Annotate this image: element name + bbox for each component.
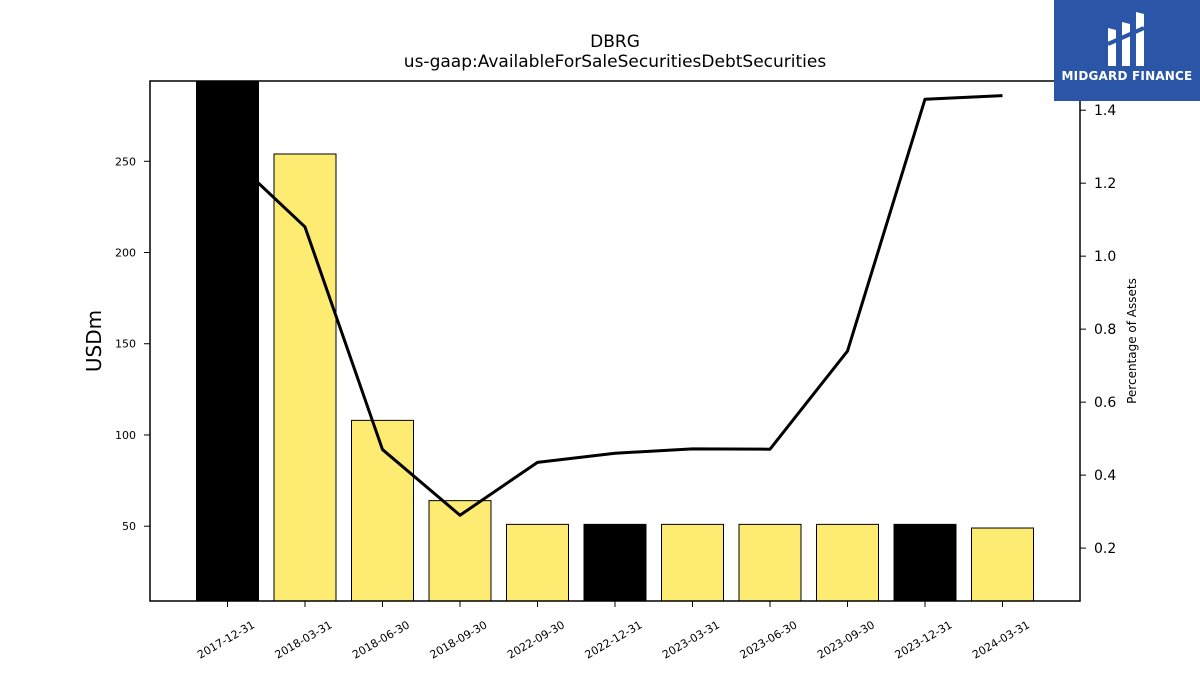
bar — [971, 527, 1034, 602]
y-tick-label: 200 — [115, 247, 136, 260]
y2-tick-label: 0.8 — [1094, 322, 1116, 338]
x-tick-label: 2024-03-31 — [970, 618, 1032, 661]
x-tick-label: 2022-12-31 — [583, 618, 645, 661]
midgard-finance-logo: MIDGARD FINANCE — [1054, 0, 1200, 101]
chart-subtitle: us-gaap:AvailableForSaleSecuritiesDebtSe… — [403, 52, 827, 72]
x-tick-label: 2023-09-30 — [815, 618, 877, 661]
bar — [273, 153, 337, 602]
y2-tick-label: 0.4 — [1094, 468, 1116, 484]
chart-title: DBRG — [590, 32, 640, 52]
y2-tick-label: 0.2 — [1094, 541, 1116, 557]
y-tick-label: 250 — [115, 155, 136, 168]
bar — [661, 523, 724, 602]
bar — [196, 80, 259, 602]
bar — [428, 500, 492, 602]
x-tick-label: 2022-09-30 — [505, 618, 567, 661]
y-tick-label: 150 — [115, 338, 136, 351]
bar — [583, 523, 647, 602]
logo-text: MIDGARD FINANCE — [1061, 69, 1193, 83]
x-tick-label: 2018-06-30 — [350, 618, 412, 661]
y2-axis-label: Percentage of Assets — [1125, 278, 1139, 404]
y-tick-label: 100 — [115, 429, 136, 442]
x-tick-label: 2018-09-30 — [428, 618, 490, 661]
y2-tick-label: 0.6 — [1094, 395, 1116, 411]
series-line-percentage — [226, 94, 1003, 517]
x-tick-label: 2017-12-31 — [195, 618, 257, 661]
bar — [816, 523, 879, 602]
x-tick-label: 2023-06-30 — [738, 618, 800, 661]
y2-tick-label: 1.2 — [1094, 176, 1116, 192]
y-tick-label: 50 — [122, 520, 136, 533]
bar — [738, 523, 802, 602]
bar — [506, 523, 569, 602]
x-tick-label: 2023-12-31 — [893, 618, 955, 661]
bar — [893, 523, 957, 602]
x-tick-label: 2018-03-31 — [273, 618, 335, 661]
x-tick-label: 2023-03-31 — [660, 618, 722, 661]
midgard-logo-icon — [1107, 12, 1145, 66]
y-axis-label: USDm — [82, 310, 106, 372]
y2-tick-label: 1.4 — [1094, 103, 1116, 119]
y2-tick-label: 1.0 — [1094, 249, 1116, 265]
